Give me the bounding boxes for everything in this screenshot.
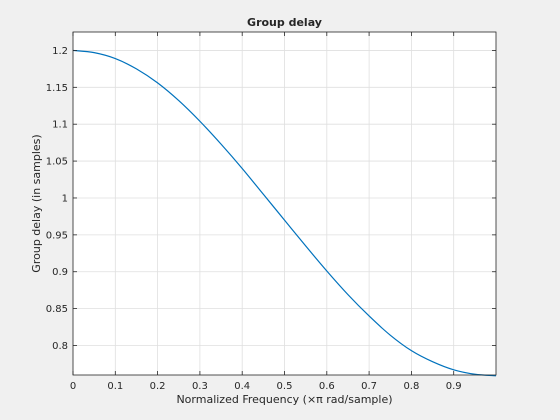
series-layer [72, 49, 497, 377]
y-tick-label: 0.95 [46, 230, 68, 241]
x-tick-label: 0.7 [361, 381, 377, 392]
y-tick-label: 0.9 [52, 267, 68, 278]
x-tick-label: 0.5 [277, 381, 293, 392]
x-tick-label: 0.4 [234, 381, 250, 392]
x-tick-label: 0.2 [150, 381, 166, 392]
y-tick-label: 1.2 [52, 46, 68, 57]
x-tick-label: 0.3 [192, 381, 208, 392]
x-tick-label: 0 [70, 381, 76, 392]
y-tick-label: 0.8 [52, 341, 68, 352]
y-tick-label: 1.15 [46, 83, 68, 94]
tick-layer: 0 0.1 0.2 0.3 0.4 0.5 0.6 0.7 0.8 0.9 0.8 0.85 0.9 0.… [46, 32, 496, 392]
x-tick-label: 0.6 [319, 381, 335, 392]
chart-title: Group delay [247, 16, 322, 29]
y-tick-label: 1 [62, 193, 68, 204]
y-tick-label: 0.85 [46, 304, 68, 315]
y-tick-label: 1.05 [46, 157, 68, 168]
group-delay-series-line [72, 49, 497, 377]
y-axis-label: Group delay (in samples) [30, 134, 43, 272]
grid-lines [72, 32, 496, 375]
y-tick-label: 1.1 [52, 120, 68, 131]
x-tick-label: 0.1 [107, 381, 123, 392]
x-tick-label: 0.9 [446, 381, 462, 392]
x-axis-label: Normalized Frequency (×π rad/sample) [176, 393, 392, 406]
x-tick-label: 0.8 [403, 381, 419, 392]
